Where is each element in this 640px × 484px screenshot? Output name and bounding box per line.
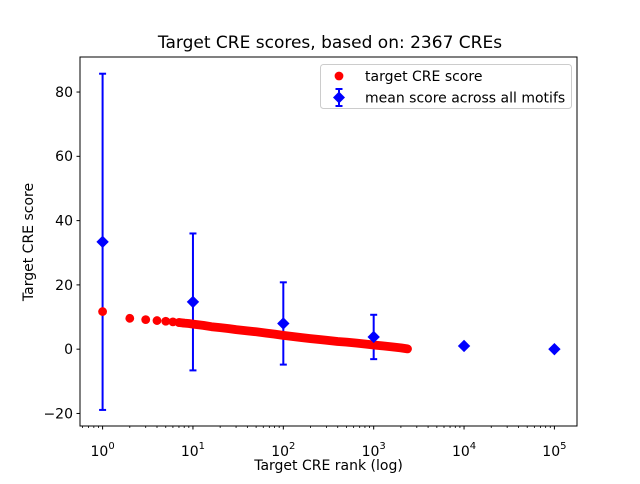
plot-border	[79, 56, 578, 427]
x-tick-label: 105	[542, 441, 566, 460]
blue-diamond-marker	[96, 235, 109, 249]
red-series-point	[141, 315, 151, 325]
legend-label-mean-score: mean score across all motifs	[365, 90, 565, 106]
legend: target CRE score mean score across all mo…	[320, 64, 572, 109]
chart-title: Target CRE scores, based on: 2367 CREs	[157, 33, 502, 53]
y-tick-label: 40	[55, 214, 73, 230]
legend-label-target-score: target CRE score	[365, 69, 482, 85]
red-series-point	[179, 318, 189, 328]
blue-diamond-marker	[548, 342, 561, 356]
legend-blue-diamond-icon	[333, 91, 345, 104]
x-tick-label: 104	[452, 441, 476, 460]
blue-diamond-marker	[457, 339, 471, 353]
x-tick-label: 100	[90, 441, 114, 460]
y-tick-label: 80	[55, 85, 73, 101]
x-axis-label: Target CRE rank (log)	[253, 458, 403, 474]
blue-diamond-marker	[367, 330, 380, 344]
y-tick-label: 20	[55, 278, 73, 294]
y-axis-label: Target CRE score	[21, 183, 37, 302]
blue-diamond-marker	[277, 317, 290, 330]
blue-diamond-marker	[186, 295, 200, 309]
legend-box	[320, 64, 572, 109]
y-tick-label: 0	[64, 342, 73, 358]
y-tick-label: 60	[55, 149, 73, 165]
red-series-point	[152, 316, 162, 325]
red-series-point	[161, 316, 171, 326]
x-tick-label: 101	[181, 441, 205, 460]
legend-red-circle-icon	[334, 71, 344, 81]
red-series-point	[125, 313, 135, 323]
y-tick-label: −20	[43, 406, 73, 422]
red-series-point	[98, 307, 107, 316]
red-series-band	[174, 318, 412, 354]
